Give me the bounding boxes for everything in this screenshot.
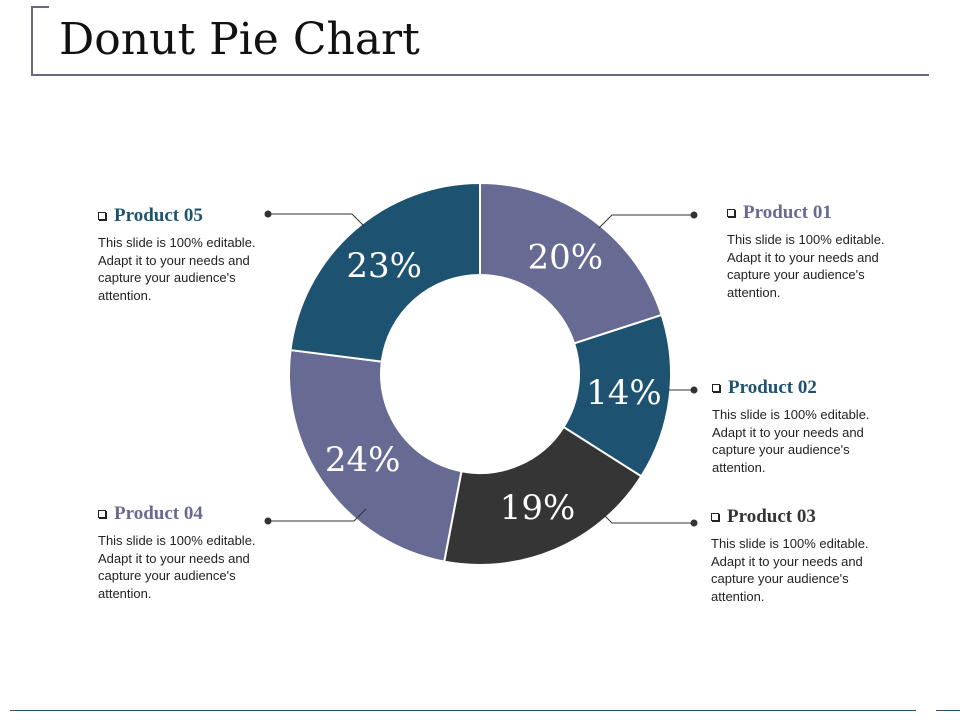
slice-product-05	[289, 181, 481, 363]
slice-label: 24%	[325, 440, 401, 480]
leader-dot	[264, 517, 272, 525]
callout-product-02: Product 02 This slide is 100% editable. …	[712, 377, 902, 476]
callout-title: Product 02	[728, 377, 817, 398]
leader-dot	[690, 211, 698, 219]
checkbox-bullet-icon	[98, 510, 106, 518]
leader-product-05	[264, 210, 365, 227]
slice-product-03	[443, 425, 643, 566]
callout-body: This slide is 100% editable. Adapt it to…	[712, 407, 870, 475]
title-frame	[31, 6, 929, 76]
slice-product-01	[479, 181, 663, 345]
checkbox-bullet-icon	[727, 209, 735, 217]
leader-product-02	[668, 386, 698, 394]
callout-product-03: Product 03 This slide is 100% editable. …	[711, 506, 901, 605]
callout-product-05: Product 05 This slide is 100% editable. …	[98, 205, 288, 304]
slice-product-04	[288, 348, 463, 563]
donut-slices	[288, 181, 672, 566]
callout-body: This slide is 100% editable. Adapt it to…	[727, 232, 885, 300]
callout-title: Product 05	[114, 205, 203, 226]
callout-title: Product 01	[743, 202, 832, 223]
callout-body: This slide is 100% editable. Adapt it to…	[711, 536, 869, 604]
callout-product-01: Product 01 This slide is 100% editable. …	[727, 202, 917, 301]
callout-title: Product 04	[114, 503, 203, 524]
checkbox-bullet-icon	[98, 212, 106, 220]
leader-dot	[690, 386, 698, 394]
leader-lines	[264, 210, 698, 527]
callout-body: This slide is 100% editable. Adapt it to…	[98, 235, 256, 303]
leader-dot	[264, 210, 272, 218]
footer-line-short	[936, 710, 960, 711]
slice-label: 23%	[346, 246, 422, 286]
slice-label: 20%	[527, 238, 603, 278]
leader-product-01	[598, 211, 698, 229]
slice-label: 19%	[500, 488, 576, 528]
slice-label: 14%	[586, 373, 662, 413]
donut-labels: 20% 14% 19% 24% 23%	[325, 238, 662, 528]
leader-dot	[690, 519, 698, 527]
checkbox-bullet-icon	[711, 513, 719, 521]
checkbox-bullet-icon	[712, 384, 720, 392]
page-title: Donut Pie Chart	[59, 14, 420, 65]
leader-product-04	[264, 508, 367, 525]
leader-product-03	[599, 510, 698, 527]
callout-body: This slide is 100% editable. Adapt it to…	[98, 533, 256, 601]
footer-line	[10, 710, 916, 711]
callout-product-04: Product 04 This slide is 100% editable. …	[98, 503, 288, 602]
callout-title: Product 03	[727, 506, 816, 527]
